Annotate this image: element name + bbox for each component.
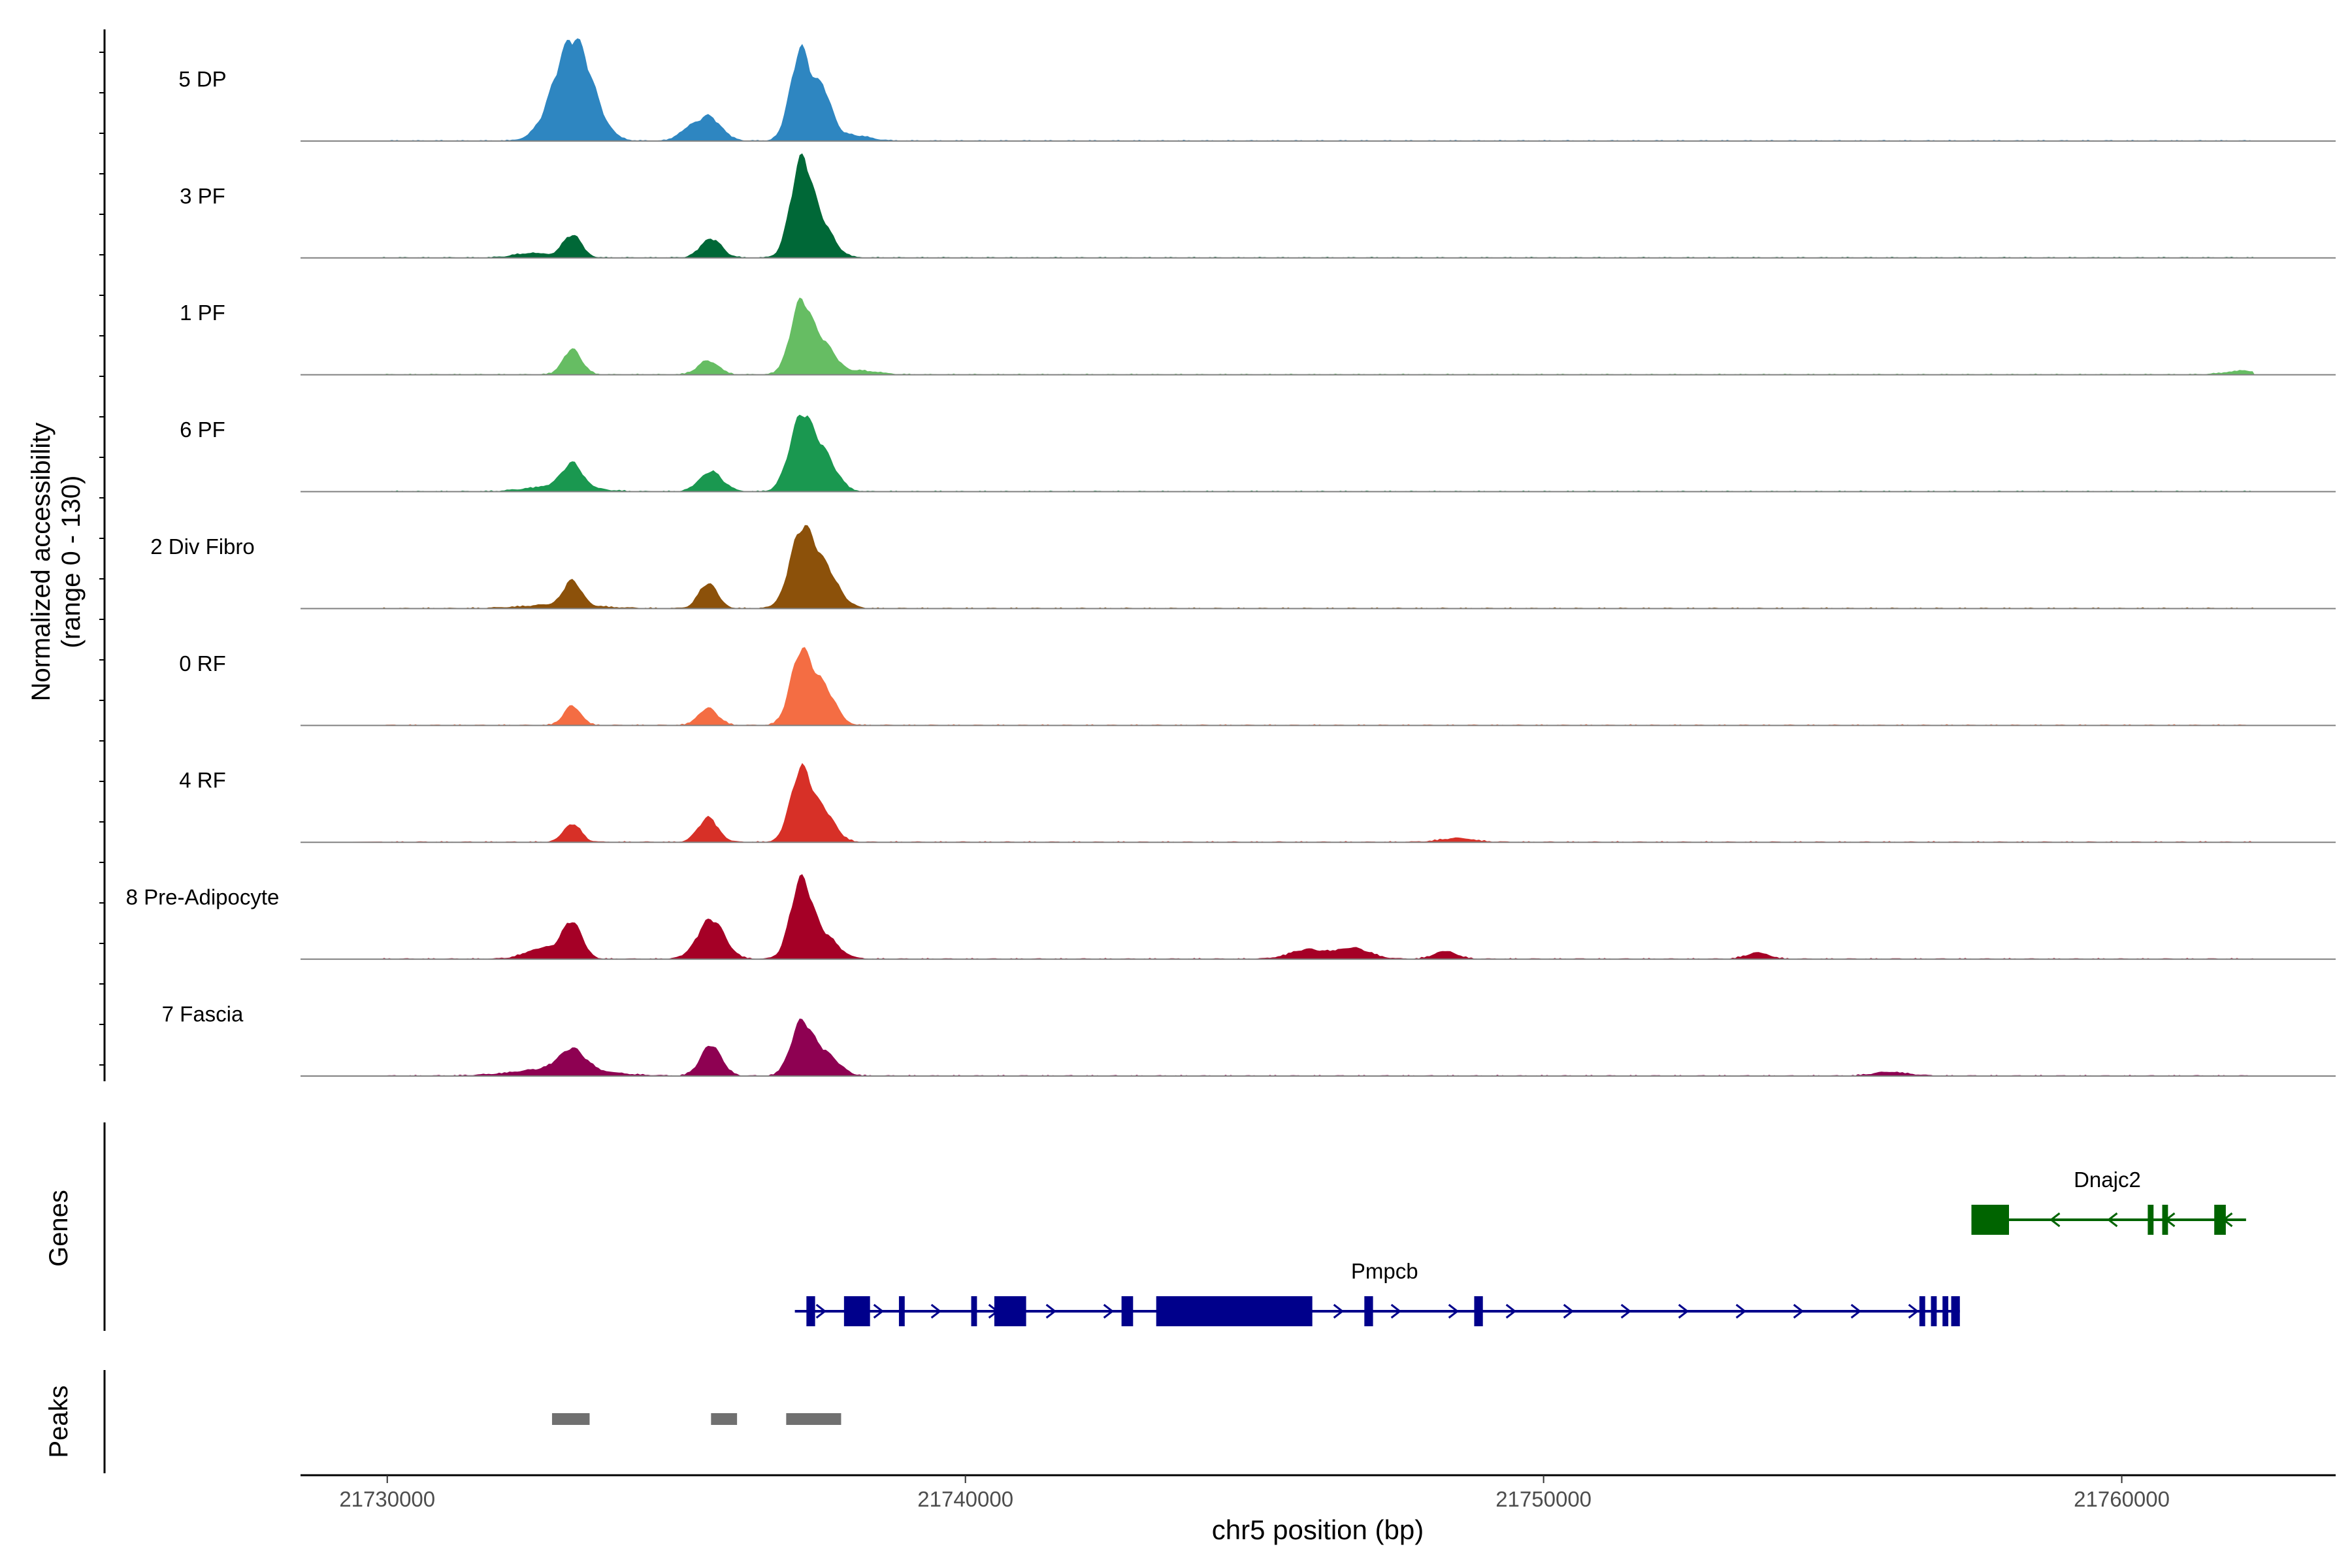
- track-label: 5 DP: [178, 67, 226, 91]
- strand-chevron: [1103, 1303, 1115, 1319]
- strand-chevron: [1045, 1303, 1057, 1319]
- coverage-area: [301, 414, 2255, 492]
- peak-region: [711, 1413, 738, 1425]
- gene-exon: [898, 1296, 905, 1326]
- coverage-track: 5 DP: [178, 38, 2336, 142]
- track-label: 6 PF: [180, 417, 225, 442]
- track-label: 8 Pre-Adipocyte: [126, 885, 280, 909]
- track-label: 3 PF: [180, 184, 225, 208]
- coverage-track: 4 RF: [179, 762, 2336, 843]
- gene-exon: [1931, 1296, 1937, 1326]
- coverage-y-ticks: [99, 52, 105, 1066]
- strand-chevron: [2107, 1212, 2118, 1228]
- gene-exon: [2148, 1205, 2154, 1235]
- peak-region: [786, 1413, 841, 1425]
- gene-exon: [1951, 1296, 1960, 1326]
- x-tick-label: 21750000: [1495, 1487, 1592, 1511]
- x-axis-label: chr5 position (bp): [1212, 1514, 1424, 1545]
- strand-chevron: [2050, 1212, 2061, 1228]
- coverage-area: [301, 38, 2255, 141]
- coverage-track: 0 RF: [179, 647, 2336, 727]
- gene-exon: [1474, 1296, 1483, 1326]
- strand-chevron: [1908, 1303, 1919, 1319]
- genes-panel: Dnajc2 Pmpcb: [794, 1168, 2246, 1326]
- coverage-track: 1 PF: [180, 297, 2336, 376]
- gene-model: Pmpcb: [794, 1259, 1960, 1326]
- coverage-area: [301, 762, 2255, 843]
- x-tick-label: 21760000: [2074, 1487, 2170, 1511]
- gene-exon: [1919, 1296, 1925, 1326]
- strand-chevron: [1505, 1303, 1517, 1319]
- coverage-ylabel-line1: Normalized accessibility: [27, 423, 56, 702]
- track-label: 1 PF: [180, 301, 225, 325]
- gene-exon: [971, 1296, 977, 1326]
- x-axis-ticks: 21730000 21740000 21750000 21760000: [339, 1475, 2170, 1511]
- peaks-panel: [551, 1413, 841, 1425]
- track-label: 2 Div Fibro: [150, 534, 255, 559]
- gene-exon: [2162, 1205, 2168, 1235]
- gene-model: Dnajc2: [1971, 1168, 2246, 1235]
- strand-chevron: [1333, 1303, 1345, 1319]
- strand-chevron: [873, 1303, 885, 1319]
- peak-region: [551, 1413, 590, 1425]
- gene-exon: [806, 1296, 815, 1326]
- gene-exon: [2214, 1205, 2226, 1235]
- gene-exon: [843, 1296, 870, 1326]
- strand-chevron: [1390, 1303, 1402, 1319]
- coverage-track: 3 PF: [180, 153, 2336, 259]
- gene-exon: [994, 1296, 1026, 1326]
- coverage-track: 7 Fascia: [162, 1002, 2336, 1077]
- strand-chevron: [930, 1303, 942, 1319]
- coverage-panel: 5 DP 3 PF 1 PF 6 PF 2 Div Fibro 0 RF 4 RF 8 Pre…: [126, 38, 2336, 1077]
- gene-exon: [1942, 1296, 1949, 1326]
- coverage-area: [301, 647, 2255, 726]
- gene-name-label: Dnajc2: [2074, 1168, 2141, 1192]
- coverage-track: 8 Pre-Adipocyte: [126, 874, 2336, 960]
- coverage-ylabel-line2: (range 0 - 130): [57, 476, 86, 649]
- gene-exon: [1121, 1296, 1134, 1326]
- coverage-area: [301, 525, 2255, 609]
- strand-chevron: [815, 1303, 827, 1319]
- coverage-area: [301, 874, 2255, 960]
- strand-chevron: [1850, 1303, 1862, 1319]
- strand-chevron: [1678, 1303, 1690, 1319]
- strand-chevron: [1735, 1303, 1747, 1319]
- peaks-track-label: Peaks: [44, 1385, 73, 1458]
- track-label: 0 RF: [179, 651, 226, 676]
- gene-exon: [1364, 1296, 1373, 1326]
- coverage-area: [301, 153, 2255, 258]
- x-tick-label: 21730000: [339, 1487, 435, 1511]
- coverage-track: 2 Div Fibro: [150, 525, 2336, 610]
- coverage-track: 6 PF: [180, 414, 2336, 493]
- x-tick-label: 21740000: [917, 1487, 1013, 1511]
- coverage-area: [301, 1019, 2255, 1076]
- genes-track-label: Genes: [44, 1190, 73, 1267]
- gene-exon: [1971, 1205, 2010, 1235]
- coverage-area: [301, 297, 2255, 375]
- track-label: 4 RF: [179, 768, 226, 792]
- strand-chevron: [1563, 1303, 1575, 1319]
- gene-exon: [1156, 1296, 1313, 1326]
- strand-chevron: [1448, 1303, 1460, 1319]
- gene-name-label: Pmpcb: [1351, 1259, 1418, 1283]
- strand-chevron: [1620, 1303, 1632, 1319]
- strand-chevron: [1793, 1303, 1805, 1319]
- track-label: 7 Fascia: [162, 1002, 244, 1026]
